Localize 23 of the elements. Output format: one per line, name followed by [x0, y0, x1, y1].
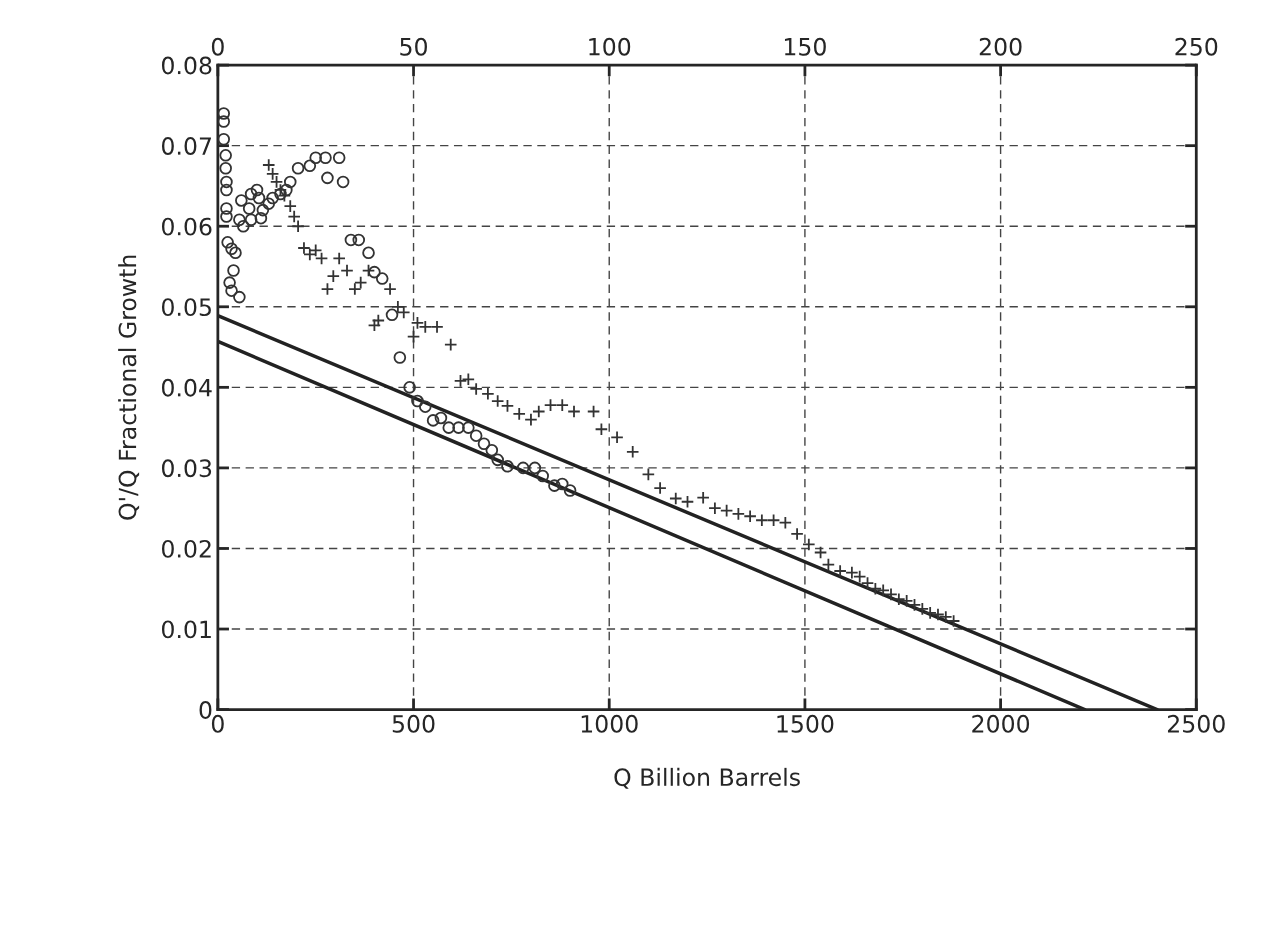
- y-tick-label: 0.02: [161, 539, 211, 558]
- y-tick-label: 0.07: [161, 137, 211, 155]
- y-axis-title: Q'/Q Fractional Growth: [118, 255, 140, 520]
- x2-tick-label: 150: [784, 37, 826, 56]
- y-tick-label: 0.05: [161, 298, 211, 317]
- x-axis-title: Q Billion Barrels: [614, 767, 800, 789]
- x-tick-label: 2500: [1167, 714, 1225, 733]
- x-tick-label: 1500: [777, 714, 834, 733]
- y-tick-label: 0.04: [161, 378, 212, 397]
- x2-tick-label: 200: [979, 37, 1022, 56]
- x2-tick-label: 0: [211, 37, 224, 56]
- y-tick-label: 0.03: [161, 459, 212, 478]
- x-tick-label: 0: [211, 714, 224, 733]
- x2-tick-label: 50: [400, 37, 427, 56]
- x2-tick-label: 250: [1175, 37, 1218, 56]
- y-tick-label: 0.08: [161, 56, 212, 75]
- y-tick-label: 0.06: [161, 217, 212, 236]
- x-tick-label: 1000: [581, 714, 638, 733]
- y-tick-label: 0.01: [161, 620, 211, 639]
- y-tick-label: 0: [199, 701, 212, 719]
- x-tick-label: 500: [392, 714, 435, 733]
- x2-tick-label: 100: [589, 37, 631, 56]
- x-tick-label: 2000: [972, 714, 1030, 733]
